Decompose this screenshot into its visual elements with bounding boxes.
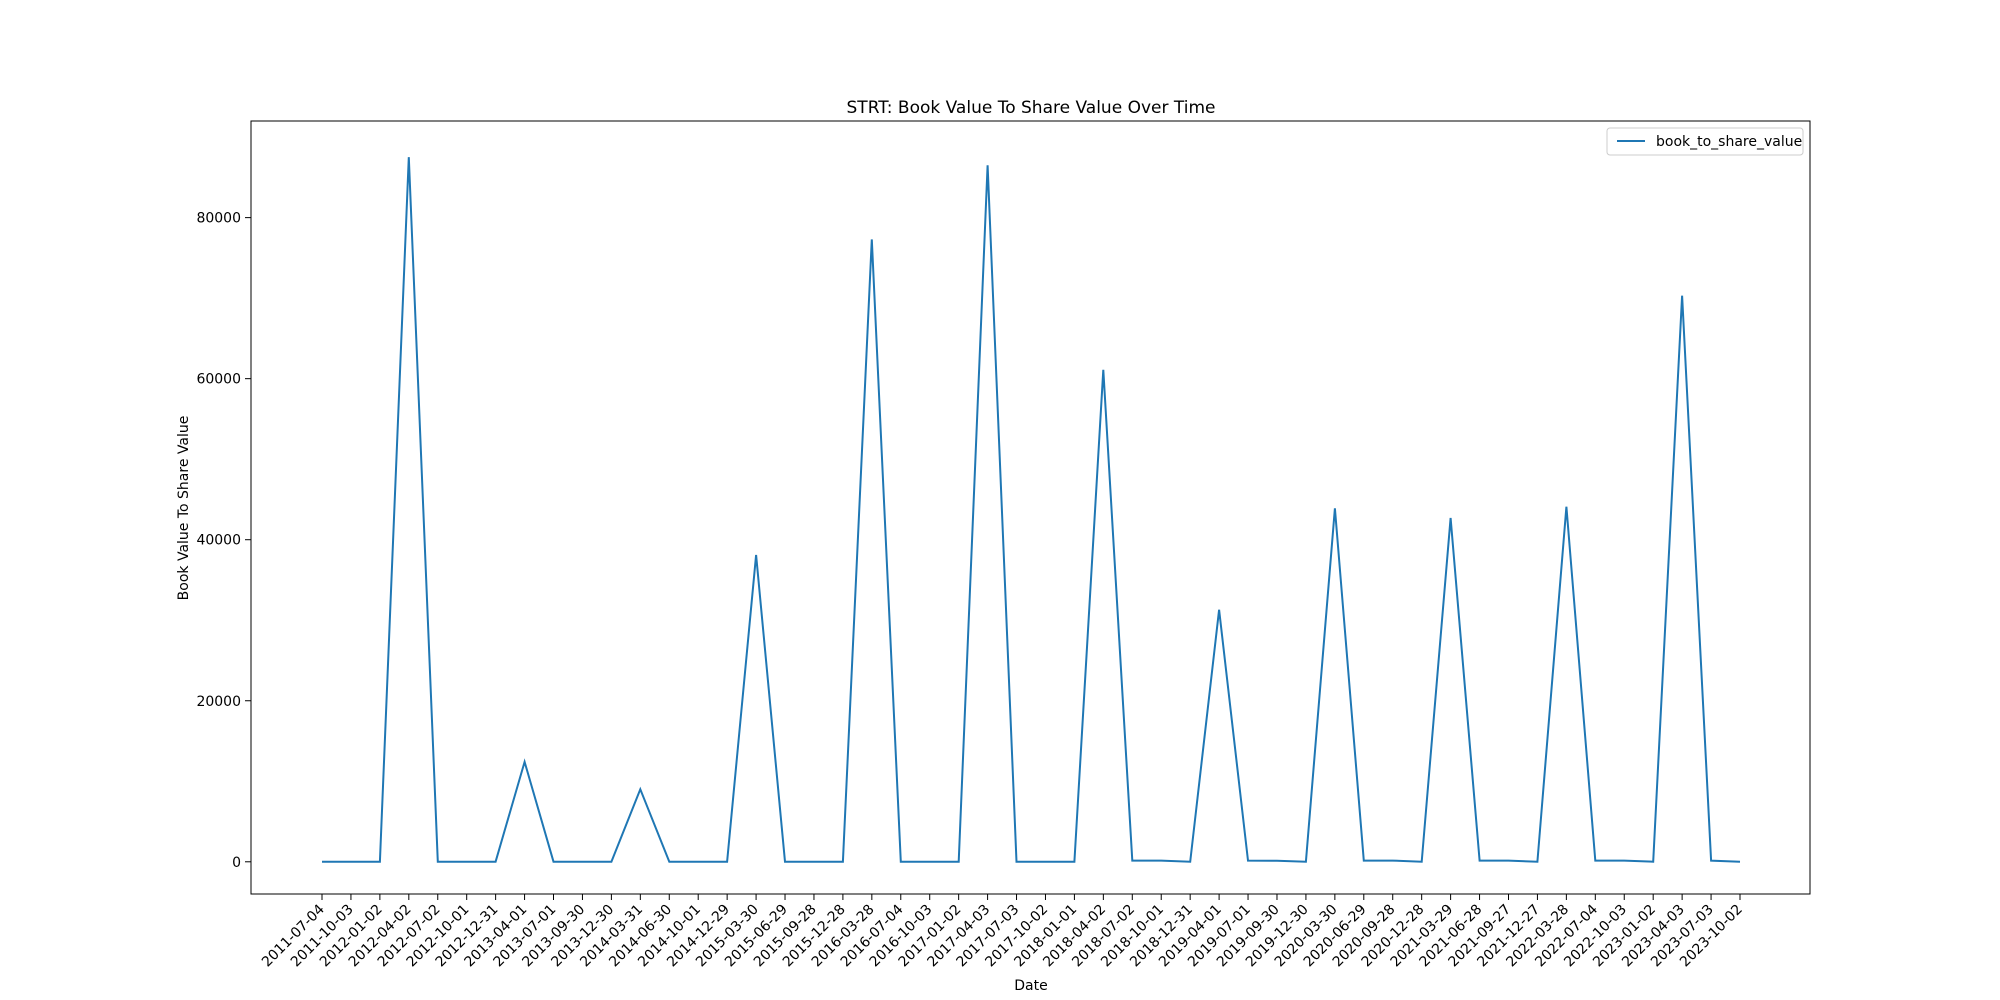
y-tick-label: 60000 (196, 372, 241, 388)
chart-title: STRT: Book Value To Share Value Over Tim… (847, 98, 1216, 118)
plot-lines (322, 157, 1741, 863)
series-line-0 (322, 157, 1741, 863)
y-tick-label: 0 (232, 855, 241, 871)
legend-label: book_to_share_value (1656, 134, 1802, 150)
y-tick-label: 40000 (196, 533, 241, 549)
legend: book_to_share_value (1606, 127, 1804, 156)
y-tick-label: 80000 (196, 211, 241, 227)
x-axis-label: Date (1014, 978, 1047, 994)
legend-frame (1606, 127, 1804, 156)
plot-area-frame (250, 120, 1811, 895)
x-axis-ticks: 2011-07-042011-10-032012-01-022012-04-02… (259, 894, 1746, 970)
y-tick-label: 20000 (196, 694, 241, 710)
y-axis-label: Book Value To Share Value (176, 416, 192, 601)
y-axis-ticks: 0 20000 40000 60000 80000 (196, 211, 251, 871)
